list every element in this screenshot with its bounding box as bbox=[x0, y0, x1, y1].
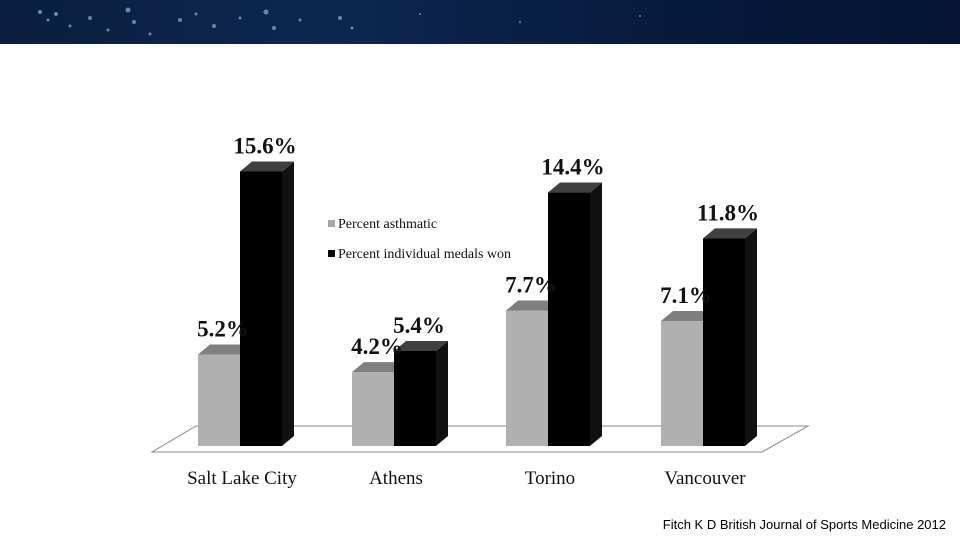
bar bbox=[703, 238, 745, 446]
category-label: Salt Lake City bbox=[187, 468, 297, 489]
citation-text: Fitch K D British Journal of Sports Medi… bbox=[662, 517, 946, 532]
bar-top bbox=[394, 340, 448, 351]
bar bbox=[240, 171, 282, 446]
bar bbox=[506, 310, 548, 446]
bar-side bbox=[745, 228, 757, 446]
data-label: 11.8% bbox=[697, 200, 759, 225]
category-label: Vancouver bbox=[664, 468, 746, 489]
banner-pattern bbox=[38, 7, 641, 36]
data-label: 15.6% bbox=[233, 133, 296, 158]
bar bbox=[198, 354, 240, 446]
data-label: 7.1% bbox=[660, 283, 712, 308]
bar bbox=[352, 372, 394, 446]
data-label: 14.4% bbox=[541, 155, 604, 180]
bar-top bbox=[661, 311, 715, 322]
chart-floor bbox=[150, 425, 810, 453]
data-label: 7.7% bbox=[505, 272, 557, 297]
data-label: 5.2% bbox=[197, 316, 249, 341]
legend-label: Percent asthmatic bbox=[338, 217, 437, 232]
data-label: 5.4% bbox=[393, 313, 445, 338]
bar-side bbox=[436, 340, 448, 446]
bar-top bbox=[240, 161, 294, 172]
bar-top bbox=[703, 228, 757, 239]
bar-top bbox=[352, 362, 406, 373]
bar bbox=[661, 321, 703, 446]
category-label: Torino bbox=[525, 468, 575, 489]
data-label: 4.2% bbox=[351, 334, 403, 359]
legend-label: Percent individual medals won bbox=[338, 247, 511, 262]
legend-swatch bbox=[328, 220, 335, 227]
bar-top bbox=[198, 344, 252, 355]
bar bbox=[394, 350, 436, 446]
legend-swatch bbox=[328, 250, 335, 257]
category-label: Athens bbox=[369, 468, 423, 489]
bar-top bbox=[548, 182, 602, 193]
bar bbox=[548, 192, 590, 446]
bar-side bbox=[282, 161, 294, 446]
bar-side bbox=[590, 182, 602, 446]
header-banner bbox=[0, 0, 960, 44]
bar-top bbox=[506, 300, 560, 311]
